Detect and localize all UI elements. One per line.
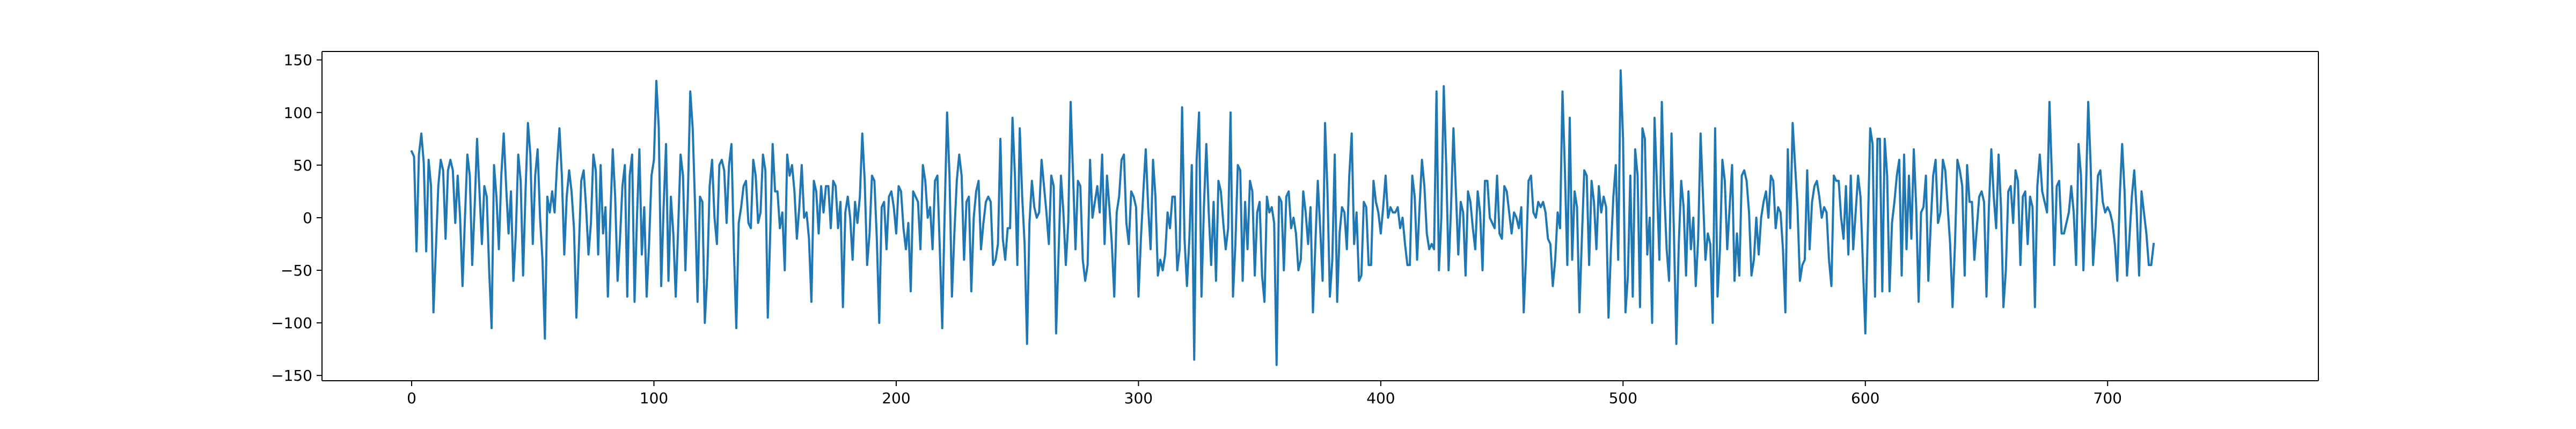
x-tick-label: 300 [1124,389,1153,407]
x-tick-label: 500 [1609,389,1637,407]
axes-layer: 0 100 200 300 400 500 600 700 −150 −100 −50 0 50 100 1… [271,51,2319,407]
y-tick-label: −150 [271,367,312,384]
y-tick-label: −50 [281,262,312,279]
x-tick-label: 400 [1366,389,1395,407]
x-tick-label: 200 [882,389,910,407]
x-tick-label: 100 [640,389,668,407]
y-tick-label: 100 [284,104,312,122]
series-line-0 [410,69,2155,366]
x-tick-label: 0 [407,389,416,407]
y-tick-label: 50 [293,157,312,174]
data-layer [410,69,2155,366]
x-tick-label: 700 [2094,389,2122,407]
x-tick-label: 600 [1851,389,1879,407]
y-tick-label: 150 [284,51,312,69]
y-tick-label: −100 [271,314,312,332]
y-tick-label: 0 [303,209,312,227]
